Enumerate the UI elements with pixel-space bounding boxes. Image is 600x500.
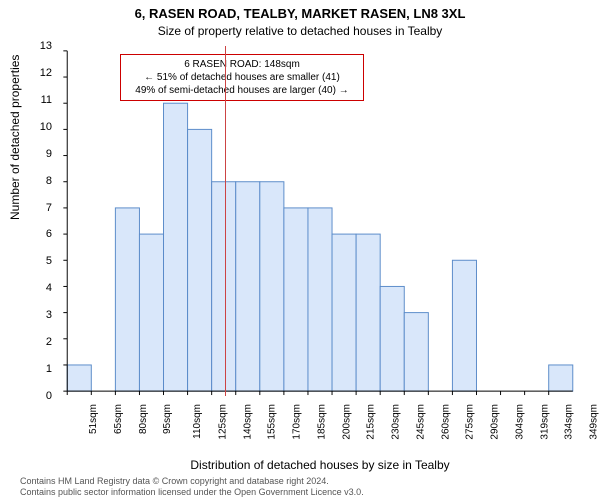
annotation-box: 6 RASEN ROAD: 148sqm ← 51% of detached h… — [120, 54, 364, 101]
histogram-bar — [308, 208, 332, 391]
histogram-bar — [236, 182, 260, 391]
footer-line-2: Contains public sector information licen… — [20, 487, 364, 498]
histogram-bar — [139, 234, 163, 391]
annotation-line-3: 49% of semi-detached houses are larger (… — [127, 84, 357, 97]
histogram-bar — [332, 234, 356, 391]
y-tick-label: 0 — [22, 390, 52, 402]
x-tick-label: 334sqm — [564, 404, 575, 440]
footer-text: Contains HM Land Registry data © Crown c… — [20, 476, 364, 498]
x-tick-label: 275sqm — [465, 404, 476, 440]
histogram-bar — [260, 182, 284, 391]
reference-line — [225, 46, 226, 396]
x-tick-label: 65sqm — [113, 404, 124, 434]
histogram-bar — [356, 234, 380, 391]
x-tick-label: 260sqm — [440, 404, 451, 440]
y-tick-label: 10 — [22, 121, 52, 133]
histogram-bar — [284, 208, 308, 391]
histogram-bar — [452, 260, 476, 391]
y-tick-label: 3 — [22, 309, 52, 321]
histogram-bar — [188, 129, 212, 391]
histogram-bar — [212, 182, 236, 391]
y-tick-label: 11 — [22, 94, 52, 106]
x-tick-label: 95sqm — [162, 404, 173, 434]
x-tick-label: 215sqm — [366, 404, 377, 440]
x-tick-label: 200sqm — [341, 404, 352, 440]
plot-area: 6 RASEN ROAD: 148sqm ← 51% of detached h… — [60, 46, 580, 396]
y-tick-label: 7 — [22, 202, 52, 214]
x-tick-label: 140sqm — [242, 404, 253, 440]
y-tick-label: 9 — [22, 148, 52, 160]
x-tick-label: 170sqm — [292, 404, 303, 440]
x-tick-label: 304sqm — [515, 404, 526, 440]
y-tick-label: 13 — [22, 40, 52, 52]
y-tick-label: 2 — [22, 336, 52, 348]
histogram-bar — [380, 286, 404, 391]
histogram-bar — [164, 103, 188, 391]
x-tick-label: 319sqm — [539, 404, 550, 440]
chart-subtitle: Size of property relative to detached ho… — [0, 24, 600, 38]
y-axis-label: Number of detached properties — [8, 55, 22, 220]
x-axis-label: Distribution of detached houses by size … — [60, 458, 580, 472]
chart-container: { "chart": { "type": "histogram", "title… — [0, 0, 600, 500]
x-tick-label: 230sqm — [391, 404, 402, 440]
x-tick-label: 185sqm — [316, 404, 327, 440]
y-tick-label: 5 — [22, 255, 52, 267]
y-tick-label: 6 — [22, 228, 52, 240]
x-tick-label: 125sqm — [217, 404, 228, 440]
annotation-line-2: ← 51% of detached houses are smaller (41… — [127, 71, 357, 84]
x-tick-label: 51sqm — [88, 404, 99, 434]
footer-line-1: Contains HM Land Registry data © Crown c… — [20, 476, 364, 487]
y-tick-label: 12 — [22, 67, 52, 79]
x-tick-label: 80sqm — [138, 404, 149, 434]
x-tick-label: 349sqm — [589, 404, 600, 440]
y-tick-label: 1 — [22, 363, 52, 375]
histogram-bar — [67, 365, 91, 391]
x-tick-label: 155sqm — [267, 404, 278, 440]
x-tick-label: 245sqm — [415, 404, 426, 440]
y-tick-label: 8 — [22, 175, 52, 187]
histogram-bar — [549, 365, 573, 391]
y-tick-label: 4 — [22, 282, 52, 294]
histogram-bar — [404, 313, 428, 392]
annotation-line-1: 6 RASEN ROAD: 148sqm — [127, 58, 357, 71]
x-tick-label: 290sqm — [490, 404, 501, 440]
x-tick-label: 110sqm — [192, 404, 203, 439]
histogram-bar — [115, 208, 139, 391]
chart-title: 6, RASEN ROAD, TEALBY, MARKET RASEN, LN8… — [0, 6, 600, 21]
